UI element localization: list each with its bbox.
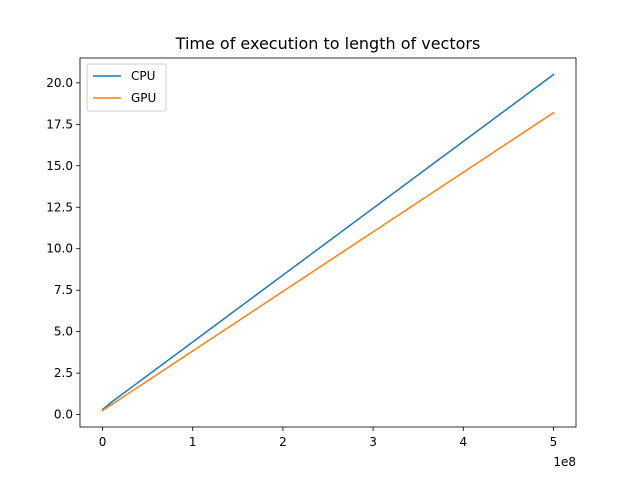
y-tick-label: 12.5 <box>46 200 73 214</box>
y-axis: 0.0 2.5 5.0 7.5 10.0 12.5 15.0 17.5 20.0 <box>46 76 80 422</box>
y-tick-label: 17.5 <box>46 117 73 131</box>
x-tick-label: 1 <box>189 435 197 449</box>
chart-title: Time of execution to length of vectors <box>175 34 481 53</box>
x-tick-label: 3 <box>369 435 377 449</box>
y-tick-label: 2.5 <box>54 366 73 380</box>
x-tick-label: 4 <box>459 435 467 449</box>
plot-frame <box>79 57 577 428</box>
series-line-cpu <box>101 73 555 411</box>
legend-label-cpu: CPU <box>131 69 155 83</box>
x-tick-label: 2 <box>279 435 287 449</box>
y-tick-label: 0.0 <box>54 408 73 422</box>
y-tick-label: 10.0 <box>46 242 73 256</box>
y-tick-label: 20.0 <box>46 76 73 90</box>
series-line-gpu <box>101 111 555 412</box>
x-axis: 0 1 2 3 4 5 <box>99 427 558 449</box>
x-tick-label: 0 <box>99 435 107 449</box>
x-tick-label: 5 <box>550 435 558 449</box>
legend: CPU GPU <box>86 63 167 112</box>
y-tick-label: 7.5 <box>54 283 73 297</box>
legend-label-gpu: GPU <box>131 91 156 105</box>
plot-lines <box>101 73 555 412</box>
x-axis-offset-label: 1e8 <box>553 455 576 469</box>
y-tick-label: 5.0 <box>54 325 73 339</box>
y-tick-label: 15.0 <box>46 159 73 173</box>
